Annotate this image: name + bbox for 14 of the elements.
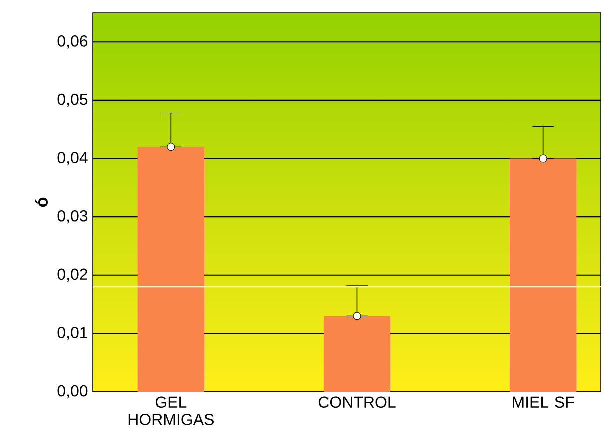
y-tick-label: 0,04: [58, 152, 88, 166]
y-tick-label: 0,03: [58, 210, 88, 224]
y-tick-label: 0,00: [58, 385, 88, 399]
y-tick-label: 0,02: [58, 268, 88, 282]
y-tick-label: 0,06: [58, 36, 88, 49]
bar: [324, 316, 391, 392]
y-tick-label: 0,05: [58, 94, 88, 108]
x-tick-label: GEL HORMIGAS: [128, 396, 214, 426]
y-axis-title: ó: [35, 198, 48, 208]
x-tick-label: CONTROL: [318, 396, 396, 408]
bar: [138, 147, 204, 392]
x-tick-label: MIEL SF: [513, 396, 574, 408]
y-tick-label: 0,01: [58, 327, 88, 340]
bar: [510, 158, 577, 392]
